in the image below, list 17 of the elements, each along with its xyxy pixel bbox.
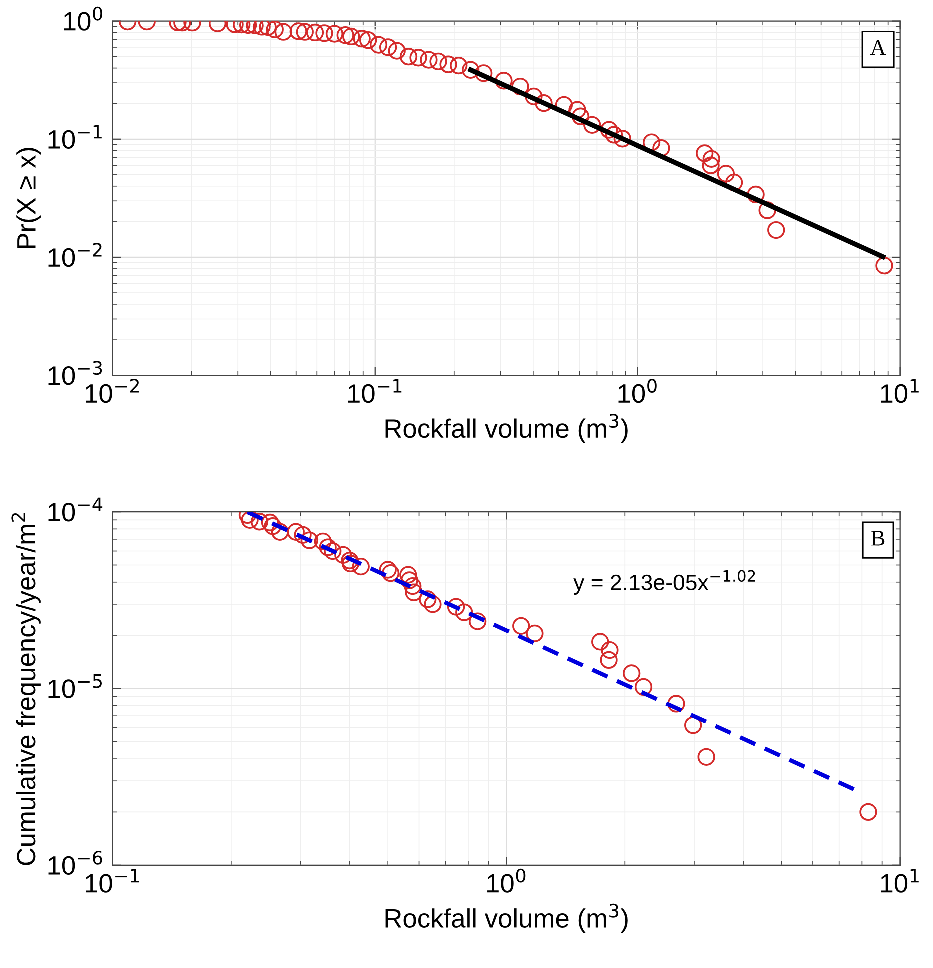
y-axis-title: Pr(X ≥ x) [16,148,42,248]
y-tick-label: 10$^{−2}$ [48,243,102,268]
x-axis-title: Rockfall volume (m$^{3}$) [386,414,628,444]
y-tick-label: 10$^{−4}$ [48,498,103,522]
y-tick-label: 10$^{−1}$ [48,125,102,150]
annotation: y = 2.13e-05x$^{−1.02}$ [574,570,756,595]
x-tick-label: 10$^{0}$ [618,379,657,404]
x-tick-label: 10$^{−1}$ [348,379,402,404]
annotation: A [870,40,886,55]
annotation: B [872,531,885,546]
y-axis-title: Cumulative frequency/year/m$^{2}$ [12,513,41,866]
x-tick-label: 10$^{0}$ [488,868,526,893]
x-axis-title: Rockfall volume (m$^{3}$) [386,904,628,934]
x-tick-label: 10$^{1}$ [881,379,919,404]
y-tick-label: 10$^{0}$ [64,6,102,31]
x-tick-label: 10$^{1}$ [881,869,919,893]
y-tick-label: 10$^{−5}$ [48,674,102,698]
